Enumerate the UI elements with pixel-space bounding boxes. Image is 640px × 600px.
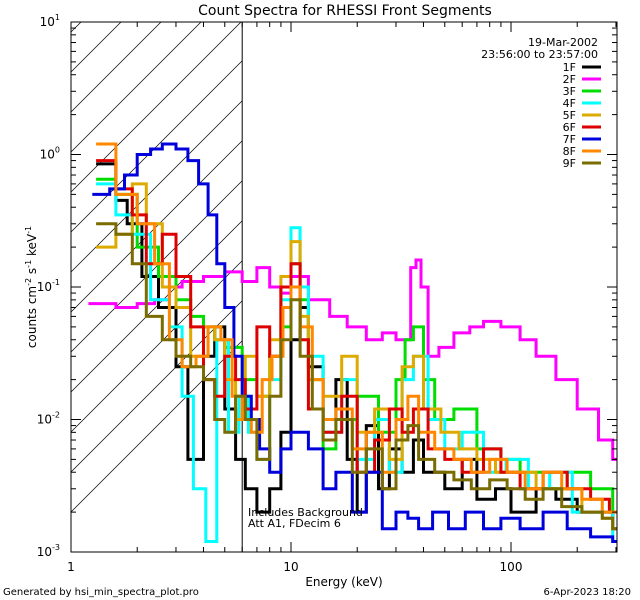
y-tick-label: 100 [40, 146, 60, 162]
x-axis-label: Energy (keV) [305, 575, 382, 589]
x-tick-label: 100 [500, 560, 523, 574]
observation-date: 19-Mar-2002 [528, 36, 598, 49]
y-tick-label: 101 [40, 13, 60, 29]
plot-date: 6-Apr-2023 18:20 [544, 587, 631, 598]
hatch-line [71, 60, 243, 233]
series-7F [92, 142, 617, 543]
legend-label-9F: 9F [563, 157, 576, 170]
y-tick-label: 10-3 [37, 543, 60, 559]
hatch-line [71, 100, 243, 273]
x-tick-label: 1 [67, 560, 75, 574]
chart-title: Count Spectra for RHESSI Front Segments [198, 3, 492, 19]
legend-label-7F: 7F [563, 133, 576, 146]
hatch-line [71, 22, 122, 73]
hatch-line [71, 22, 202, 153]
hatched-region [71, 22, 243, 552]
hatch-line [71, 140, 243, 313]
legend-label-5F: 5F [563, 109, 576, 122]
legend-label-1F: 1F [563, 61, 576, 74]
legend-label-3F: 3F [563, 85, 576, 98]
hatch-line [71, 260, 243, 433]
series-1F [96, 162, 617, 531]
legend-label-8F: 8F [563, 145, 576, 158]
y-axis-label: counts cm-2 s-1 keV-1 [24, 226, 39, 348]
hatch-line [71, 180, 243, 353]
annotation-background: Includes Background [248, 506, 363, 519]
legend-label-6F: 6F [563, 121, 576, 134]
hatch-line [71, 340, 243, 513]
y-tick-label: 10-1 [37, 278, 60, 294]
series-2F [88, 258, 617, 461]
hatch-line [71, 22, 162, 113]
annotation-attenuator: Att A1, FDecim 6 [248, 517, 341, 530]
series-layer [88, 142, 617, 543]
axes: 1 10 100 10-3 10-2 10-1 100 101 [37, 13, 617, 574]
time-range: 23:56:00 to 23:57:00 [481, 48, 598, 61]
generated-by: Generated by hsi_min_spectra_plot.pro [3, 587, 199, 598]
x-tick-label: 10 [283, 560, 298, 574]
legend-label-2F: 2F [563, 73, 576, 86]
hatch-line [71, 220, 243, 393]
series-9F [96, 222, 617, 531]
y-tick-label: 10-2 [37, 411, 60, 427]
legend-label-4F: 4F [563, 97, 576, 110]
